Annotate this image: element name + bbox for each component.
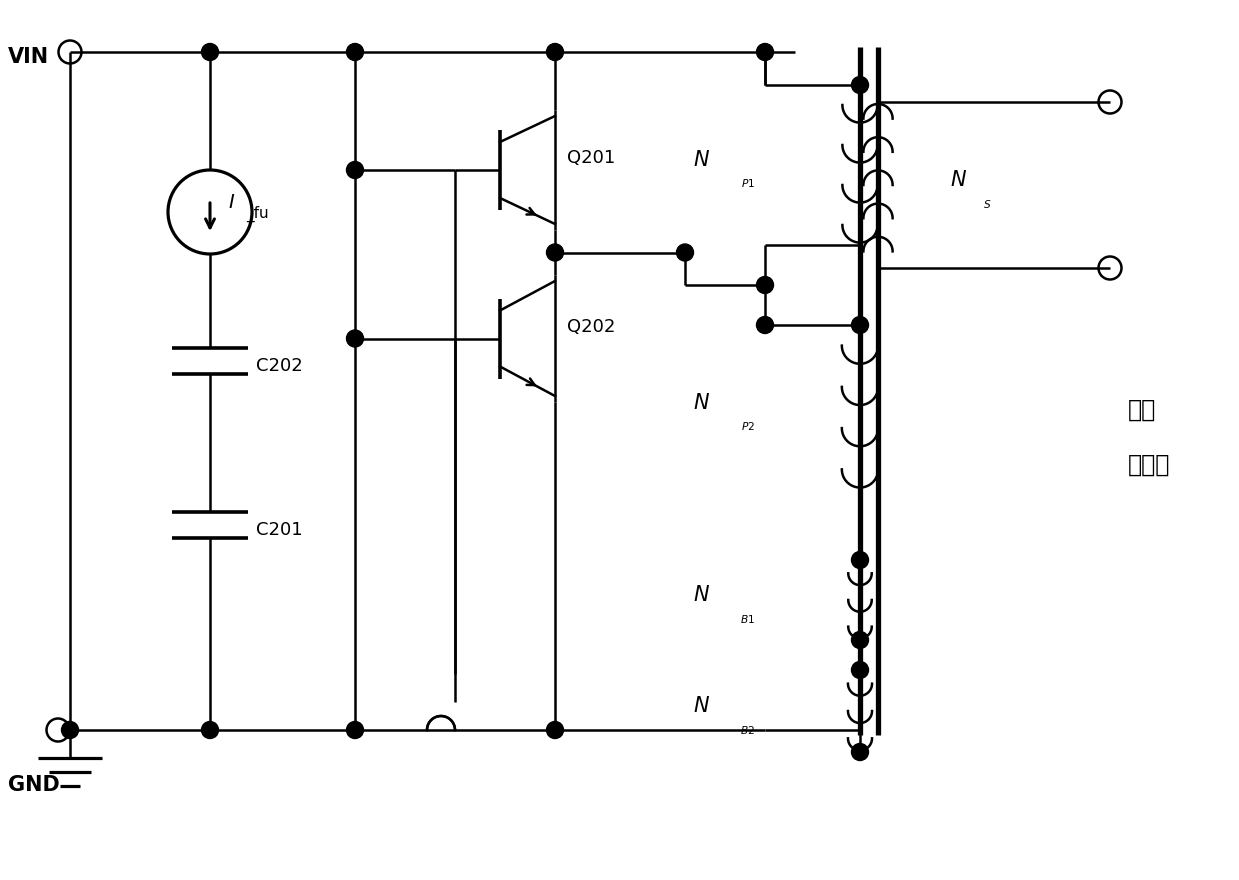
Circle shape (851, 632, 869, 649)
Text: I: I (228, 193, 234, 211)
Text: $_{P1}$: $_{P1}$ (741, 175, 755, 190)
Circle shape (202, 722, 218, 738)
Circle shape (347, 330, 363, 347)
Circle shape (851, 317, 869, 334)
Circle shape (347, 722, 363, 738)
Circle shape (62, 722, 78, 738)
Text: GND: GND (7, 775, 59, 795)
Text: $N$: $N$ (693, 696, 710, 716)
Text: 耦合: 耦合 (1127, 398, 1156, 422)
Text: Q202: Q202 (567, 318, 616, 335)
Text: $N$: $N$ (693, 392, 710, 413)
Circle shape (347, 162, 363, 179)
Circle shape (851, 744, 869, 760)
Circle shape (546, 43, 564, 61)
Circle shape (851, 77, 869, 93)
Text: VIN: VIN (7, 47, 50, 67)
Text: $N$: $N$ (950, 170, 968, 190)
Circle shape (851, 662, 869, 678)
Text: Q201: Q201 (567, 149, 616, 167)
Text: 变压器: 变压器 (1127, 453, 1171, 477)
Circle shape (757, 317, 773, 334)
Circle shape (676, 244, 694, 261)
Circle shape (347, 43, 363, 61)
Text: $_{B2}$: $_{B2}$ (740, 722, 755, 737)
Text: $_{B1}$: $_{B1}$ (740, 611, 755, 626)
Text: $_{P2}$: $_{P2}$ (741, 418, 755, 433)
Circle shape (202, 43, 218, 61)
Circle shape (546, 244, 564, 261)
Circle shape (546, 722, 564, 738)
Text: _fu: _fu (247, 206, 269, 222)
Text: C202: C202 (256, 357, 302, 375)
Circle shape (757, 43, 773, 61)
Text: $_{S}$: $_{S}$ (983, 195, 991, 210)
Text: $N$: $N$ (693, 150, 710, 170)
Circle shape (851, 552, 869, 568)
Text: C201: C201 (256, 521, 302, 539)
Text: $N$: $N$ (693, 585, 710, 605)
Circle shape (757, 276, 773, 294)
